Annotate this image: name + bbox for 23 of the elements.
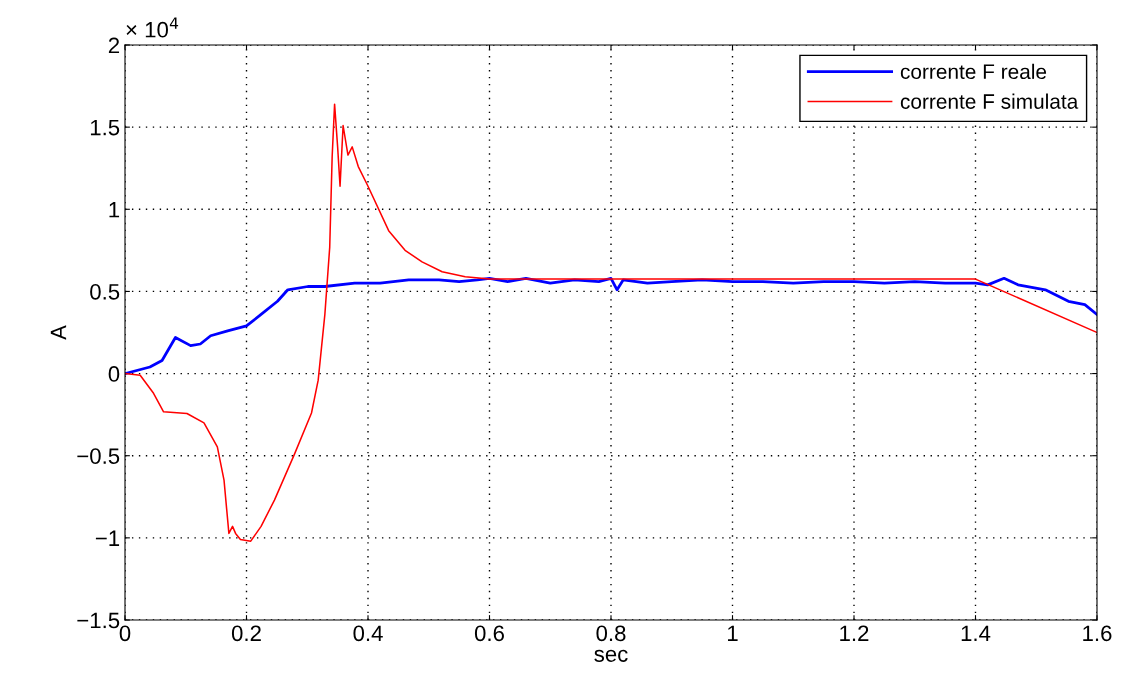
x-tick-label: 1.6	[1083, 625, 1112, 642]
y-tick-label: 0.5	[90, 283, 120, 300]
y-tick-label: 2	[108, 37, 120, 54]
y-axis-title: A	[50, 325, 67, 340]
line-series	[125, 276, 1097, 375]
x-tick-label: 0.4	[353, 625, 383, 642]
y-tick-label: −1.5	[77, 612, 120, 629]
x-tick-label: 1.4	[961, 625, 991, 641]
legend-label: corrente F simulata	[900, 93, 1079, 109]
text: × 10$^{4}$	[126, 17, 179, 38]
y-tick-label: 1.5	[90, 119, 120, 136]
legend-label: corrente F reale	[900, 63, 1047, 80]
x-tick-label: 1	[728, 625, 738, 641]
x-tick-label: 0.2	[231, 625, 261, 642]
x-tick-label: 0.8	[596, 625, 626, 642]
y-tick-label: 0	[108, 366, 120, 382]
x-tick-label: 1.2	[840, 625, 869, 641]
x-tick-label: 0.6	[474, 625, 504, 642]
y-tick-label: −0.5	[77, 448, 120, 464]
x-tick-label: 0	[119, 625, 131, 642]
y-tick-label: −1	[95, 530, 120, 546]
y-tick-label: 1	[109, 202, 120, 218]
x-axis-title: sec	[594, 649, 628, 662]
